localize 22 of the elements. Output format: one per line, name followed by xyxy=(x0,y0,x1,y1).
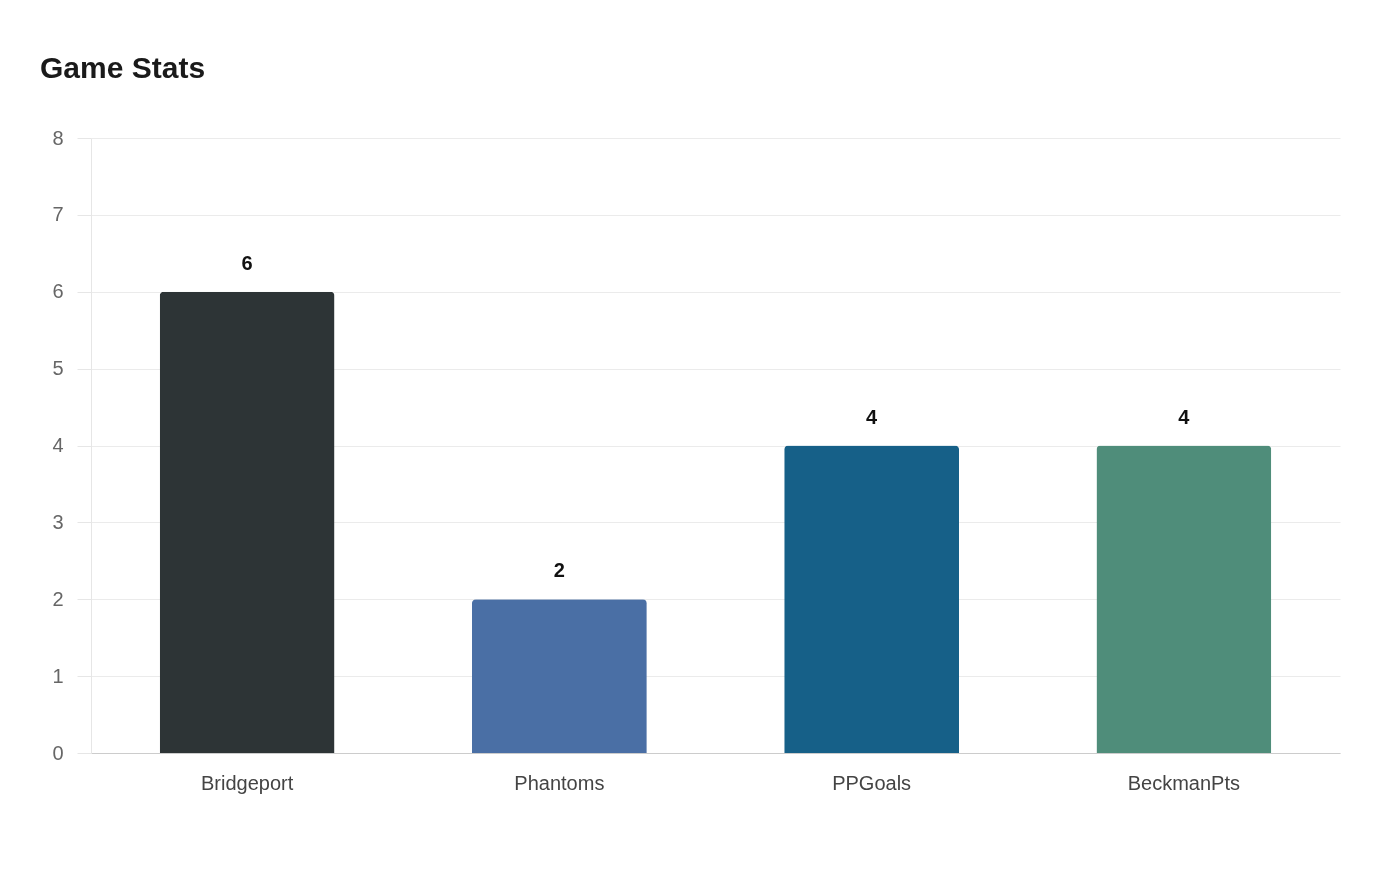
chart-title: Game Stats xyxy=(40,51,206,84)
y-tick-label: 6 xyxy=(52,280,64,303)
x-tick-label: Phantoms xyxy=(514,771,605,794)
y-tick-label: 4 xyxy=(52,434,64,456)
y-tick-label: 0 xyxy=(52,741,64,764)
data-label: 4 xyxy=(866,405,879,428)
y-tick-label: 1 xyxy=(52,664,64,687)
x-tick-label: Bridgeport xyxy=(200,771,294,794)
y-tick-label: 8 xyxy=(52,126,64,149)
bar xyxy=(159,291,335,753)
bar xyxy=(1096,445,1272,753)
y-tick-label: 7 xyxy=(52,203,64,226)
bar xyxy=(784,445,960,753)
y-tick-label: 3 xyxy=(52,510,64,533)
x-tick-label: PPGoals xyxy=(832,771,912,794)
data-label: 2 xyxy=(553,559,565,582)
bar xyxy=(471,599,647,753)
y-tick-label: 2 xyxy=(52,587,64,610)
y-tick-label: 5 xyxy=(52,357,64,380)
data-label: 4 xyxy=(1178,405,1191,428)
data-label: 6 xyxy=(241,251,253,274)
x-tick-label: BeckmanPts xyxy=(1127,771,1241,794)
